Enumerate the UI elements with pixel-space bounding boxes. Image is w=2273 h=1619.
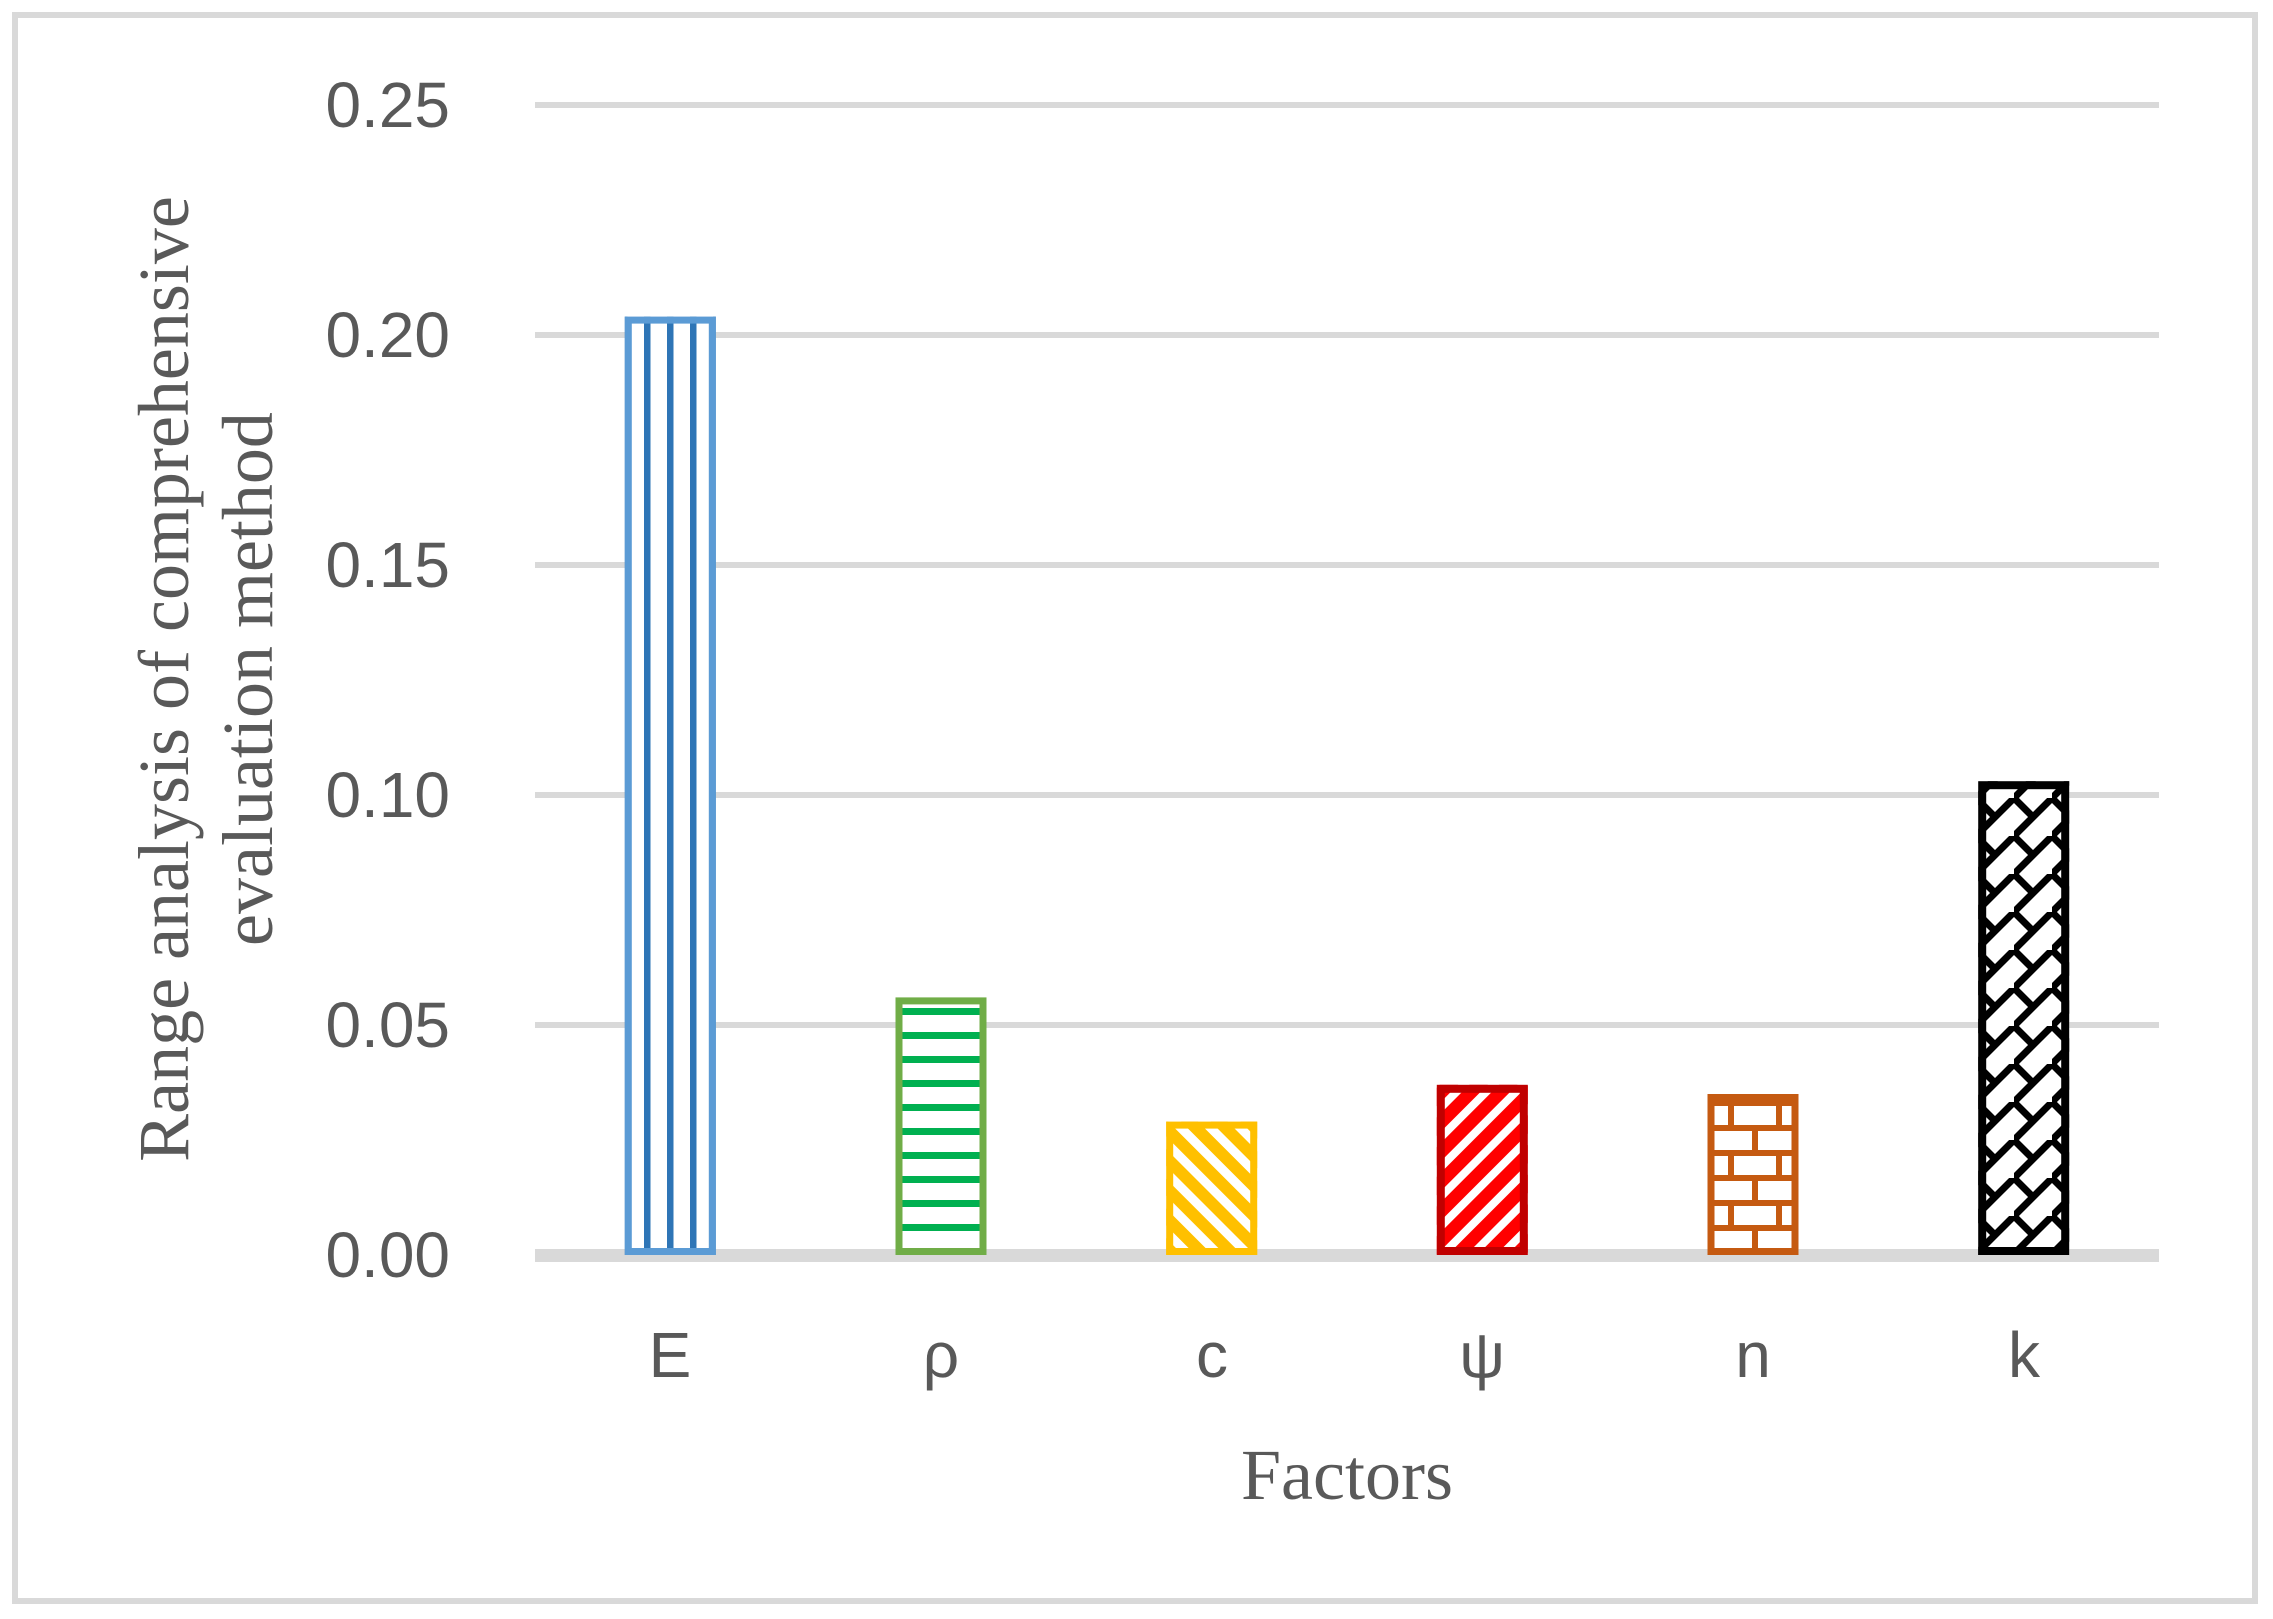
bar-ψ	[1436, 1084, 1528, 1256]
y-tick-label-0.05: 0.05	[325, 989, 450, 1061]
bar-E	[624, 316, 716, 1256]
category-label-n: n	[1735, 1319, 1771, 1391]
category-label-c: c	[1196, 1319, 1228, 1391]
bars-layer	[624, 316, 2070, 1256]
y-tick-label-0.00: 0.00	[325, 1219, 450, 1291]
category-label-ρ: ρ	[922, 1319, 960, 1391]
bar-k	[1978, 781, 2070, 1255]
x-axis-line	[535, 1249, 2159, 1262]
y-tick-label-0.20: 0.20	[325, 299, 450, 371]
category-label-k: k	[2008, 1319, 2040, 1391]
gridline-0.1	[535, 792, 2159, 798]
gridline-0.15	[535, 562, 2159, 568]
y-tick-label-0.10: 0.10	[325, 759, 450, 831]
category-label-E: E	[648, 1319, 692, 1391]
y-tick-label-0.15: 0.15	[325, 529, 450, 601]
category-label-ψ: ψ	[1459, 1319, 1505, 1391]
bar-ρ	[895, 997, 987, 1256]
bar-c	[1166, 1121, 1258, 1255]
y-axis-title: Range analysis of comprehensive evaluati…	[122, 0, 290, 1379]
y-tick-label-0.25: 0.25	[325, 69, 450, 141]
figure-border	[12, 12, 2258, 1604]
bar-n	[1707, 1094, 1799, 1255]
gridline-0.25	[535, 102, 2159, 108]
gridline-0.2	[535, 332, 2159, 338]
x-axis-title: Factors	[1241, 1435, 1453, 1515]
y-axis-title-line2: evaluation method	[208, 412, 288, 946]
y-axis-title-line1: Range analysis of comprehensive	[124, 196, 204, 1162]
gridlines-layer	[535, 102, 2159, 1262]
gridline-0.05	[535, 1022, 2159, 1028]
